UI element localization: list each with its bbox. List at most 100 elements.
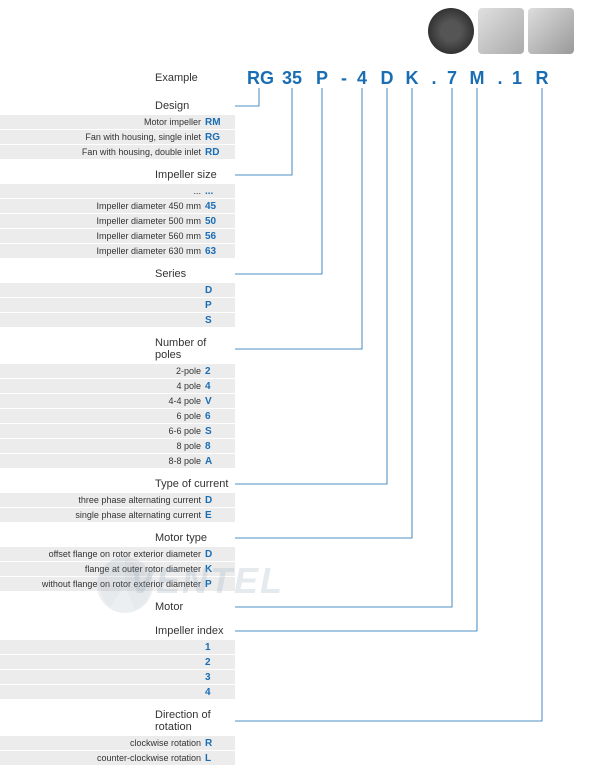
section-4: Type of currentthree phase alternating c… [0, 476, 235, 522]
spec-row: 4-4 poleV [0, 394, 235, 408]
spec-row-label: 4 pole [0, 381, 205, 391]
example-label: Example [0, 72, 220, 84]
code-part-current: D [375, 68, 399, 89]
spec-row: Fan with housing, double inletRD [0, 145, 235, 159]
product-fan-image-3 [528, 8, 574, 54]
section-title: Type of current [0, 476, 235, 492]
code-part-series: P [310, 68, 334, 89]
spec-row-label: Fan with housing, single inlet [0, 132, 205, 142]
spec-row: Impeller diameter 450 mm45 [0, 199, 235, 213]
spec-row-label: Impeller diameter 630 mm [0, 246, 205, 256]
spec-row-code: D [205, 495, 230, 506]
spec-row: Fan with housing, single inletRG [0, 130, 235, 144]
spec-row-label: 8-8 pole [0, 456, 205, 466]
spec-row-code: D [205, 285, 230, 296]
spec-row-code: 45 [205, 201, 230, 212]
spec-row-code: ... [205, 186, 230, 197]
section-title: Direction of rotation [0, 707, 235, 735]
section-title: Series [0, 266, 235, 282]
spec-row-label: 8 pole [0, 441, 205, 451]
spec-row-code: V [205, 396, 230, 407]
spec-row-code: D [205, 549, 230, 560]
spec-row: 2-pole2 [0, 364, 235, 378]
spec-row: P [0, 298, 235, 312]
spec-row-label: Impeller diameter 450 mm [0, 201, 205, 211]
spec-row-label: Fan with housing, double inlet [0, 147, 205, 157]
spec-row: clockwise rotationR [0, 736, 235, 750]
spec-row: 1 [0, 640, 235, 654]
spec-row-code: 3 [205, 672, 230, 683]
section-title: Design [0, 98, 235, 114]
spec-row-label: counter-clockwise rotation [0, 753, 205, 763]
spec-row-code: 2 [205, 657, 230, 668]
spec-row: single phase alternating currentE [0, 508, 235, 522]
spec-row-code: S [205, 426, 230, 437]
spec-row-label: three phase alternating current [0, 495, 205, 505]
section-0: DesignMotor impellerRMFan with housing, … [0, 98, 235, 159]
spec-row-code: RM [205, 117, 230, 128]
spec-row-code: 6 [205, 411, 230, 422]
spec-row-code: R [205, 738, 230, 749]
code-part-rotation: R [530, 68, 554, 89]
spec-row-code: 50 [205, 216, 230, 227]
spec-row: ...... [0, 184, 235, 198]
spec-row: Motor impellerRM [0, 115, 235, 129]
code-part-motor: 7 [440, 68, 464, 89]
spec-row-label: Motor impeller [0, 117, 205, 127]
spec-row: 4 [0, 685, 235, 699]
spec-row: S [0, 313, 235, 327]
spec-row-label: Impeller diameter 500 mm [0, 216, 205, 226]
section-7: Impeller index 1 2 3 4 [0, 623, 235, 699]
code-part-size: 35 [280, 68, 304, 89]
spec-row-code: A [205, 456, 230, 467]
spec-row-label: Impeller diameter 560 mm [0, 231, 205, 241]
spec-row-label: clockwise rotation [0, 738, 205, 748]
spec-row-label: 6-6 pole [0, 426, 205, 436]
spec-row: 6-6 poleS [0, 424, 235, 438]
spec-row-label: 2-pole [0, 366, 205, 376]
code-part-motor_type: K [400, 68, 424, 89]
spec-row-code: 2 [205, 366, 230, 377]
spec-row-code: 4 [205, 687, 230, 698]
section-title: Impeller index [0, 623, 235, 639]
section-8: Direction of rotationclockwise rotationR… [0, 707, 235, 765]
spec-row-code: S [205, 315, 230, 326]
spec-row-label: single phase alternating current [0, 510, 205, 520]
spec-row: 8-8 poleA [0, 454, 235, 468]
section-2: Series DPS [0, 266, 235, 327]
spec-row-code: 1 [205, 642, 230, 653]
product-fan-image-2 [478, 8, 524, 54]
spec-row: D [0, 283, 235, 297]
spec-row: 6 pole6 [0, 409, 235, 423]
spec-row: 4 pole4 [0, 379, 235, 393]
section-title: Motor type [0, 530, 235, 546]
code-part-design: RG [247, 68, 271, 89]
spec-row: 8 pole8 [0, 439, 235, 453]
spec-row: Impeller diameter 500 mm50 [0, 214, 235, 228]
spec-row-label: 4-4 pole [0, 396, 205, 406]
spec-row-code: RD [205, 147, 230, 158]
spec-row: Impeller diameter 630 mm63 [0, 244, 235, 258]
code-part-impeller_index: M [465, 68, 489, 89]
section-title: Impeller size [0, 167, 235, 183]
product-images [428, 8, 574, 54]
section-1: Impeller size......Impeller diameter 450… [0, 167, 235, 258]
spec-row: 2 [0, 655, 235, 669]
spec-row-code: RG [205, 132, 230, 143]
spec-row-code: 4 [205, 381, 230, 392]
watermark-text: VENTEL [130, 560, 284, 602]
spec-row: Impeller diameter 560 mm56 [0, 229, 235, 243]
spec-row-code: 56 [205, 231, 230, 242]
sections-container: DesignMotor impellerRMFan with housing, … [0, 98, 235, 773]
spec-row-label: 6 pole [0, 411, 205, 421]
spec-row-code: E [205, 510, 230, 521]
spec-row: three phase alternating currentD [0, 493, 235, 507]
spec-row-label: ... [0, 186, 205, 196]
spec-row-code: P [205, 300, 230, 311]
spec-row-code: L [205, 753, 230, 764]
section-title: Number of poles [0, 335, 235, 363]
code-part-unknown: 1 [505, 68, 529, 89]
spec-row-code: 63 [205, 246, 230, 257]
product-fan-image-1 [428, 8, 474, 54]
spec-row: counter-clockwise rotationL [0, 751, 235, 765]
